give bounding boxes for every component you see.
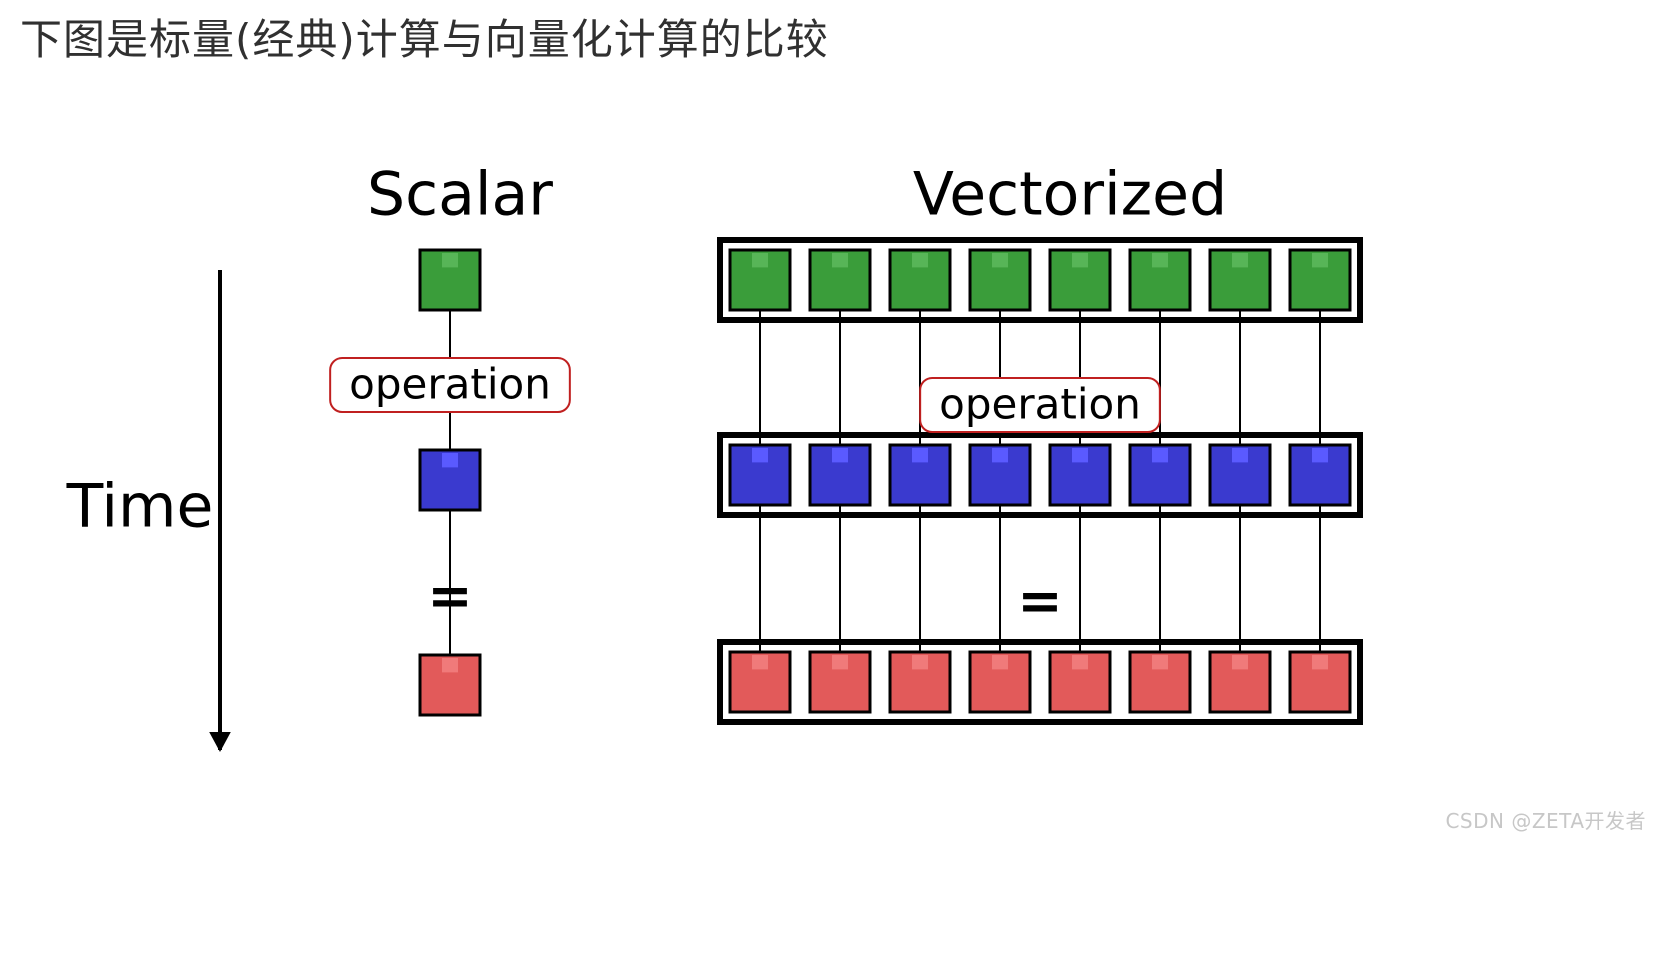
svg-text:Scalar: Scalar (367, 160, 553, 230)
page: 下图是标量(经典)计算与向量化计算的比较 Scalar Vectorized Tim… (0, 0, 1664, 974)
svg-text:=: = (427, 565, 472, 628)
svg-text:operation: operation (349, 360, 551, 409)
svg-text:=: = (1017, 570, 1062, 633)
svg-text:Time: Time (66, 472, 214, 542)
figure-caption: 下图是标量(经典)计算与向量化计算的比较 (20, 6, 829, 67)
diagram-svg: Scalar Vectorized Time operation = operation = (40, 130, 1630, 810)
svg-text:operation: operation (939, 380, 1141, 429)
svg-text:Vectorized: Vectorized (913, 160, 1227, 230)
watermark-text: CSDN @ZETA开发者 (1445, 805, 1646, 834)
